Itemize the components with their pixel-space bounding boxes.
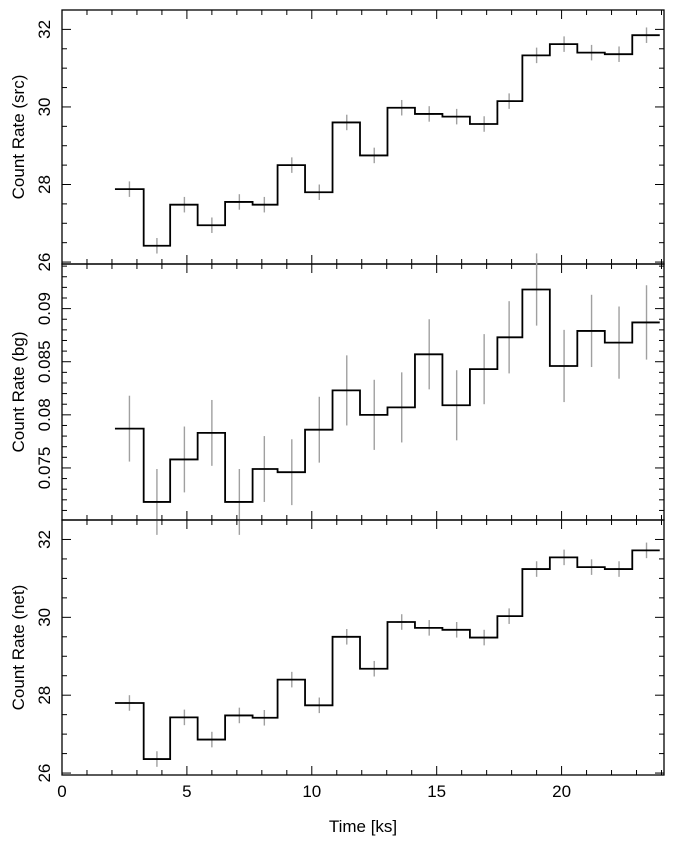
y-tick-label: 28 <box>35 175 54 194</box>
x-tick-label: 10 <box>302 782 321 801</box>
panel-2-frame <box>61 263 665 521</box>
y-tick-label: 26 <box>35 764 54 783</box>
panel-1-step-line <box>114 34 660 247</box>
panel-2-step-line <box>114 288 660 503</box>
x-tick-label: 15 <box>427 782 446 801</box>
y-tick-label: 30 <box>35 608 54 627</box>
x-axis-label: Time [ks] <box>329 817 397 836</box>
panel-3-step-line <box>114 549 660 760</box>
y-tick-label: 26 <box>35 253 54 272</box>
x-tick-label: 0 <box>57 782 66 801</box>
y-tick-label: 0.08 <box>35 398 54 431</box>
panel-2-y-axis-label: Count Rate (bg) <box>9 332 28 453</box>
panel-1-y-axis-label: Count Rate (src) <box>9 75 28 200</box>
y-tick-label: 32 <box>35 530 54 549</box>
x-tick-label: 20 <box>552 782 571 801</box>
panel-1-frame <box>61 9 665 265</box>
y-tick-label: 30 <box>35 97 54 116</box>
y-tick-label: 0.09 <box>35 292 54 325</box>
y-tick-label: 28 <box>35 686 54 705</box>
panel-3-frame <box>61 519 665 776</box>
y-tick-label: 32 <box>35 20 54 39</box>
panel-3-y-axis-label: Count Rate (net) <box>9 585 28 711</box>
y-tick-label: 0.085 <box>35 340 54 383</box>
x-tick-label: 5 <box>182 782 191 801</box>
y-tick-label: 0.075 <box>35 447 54 490</box>
